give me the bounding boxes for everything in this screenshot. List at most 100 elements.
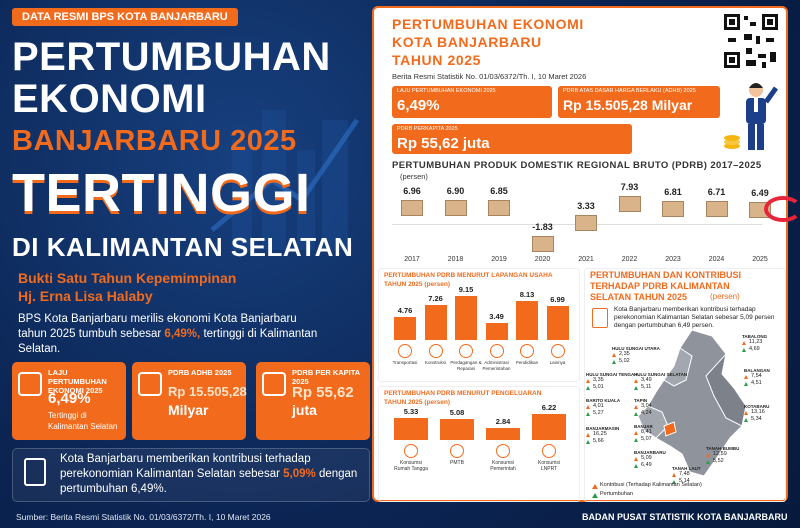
bar bbox=[394, 417, 428, 440]
category-label: Lainnya bbox=[549, 360, 566, 365]
category-icon bbox=[550, 344, 565, 358]
growth-box bbox=[575, 214, 597, 231]
map-title: SELATAN TAHUN 2025 bbox=[590, 292, 688, 302]
growth-marker bbox=[634, 438, 638, 442]
stat-card bbox=[132, 362, 246, 440]
category-label: Konstruksi bbox=[424, 360, 446, 365]
contribution-marker bbox=[586, 379, 590, 383]
stat-value: Rp 15.505,28 bbox=[168, 384, 247, 399]
year-label: 2019 bbox=[491, 256, 507, 263]
panel bbox=[378, 268, 580, 382]
value-label: 6.71 bbox=[707, 187, 726, 197]
tagline: Bukti Satu Tahun Kepemimpinan bbox=[18, 270, 237, 286]
region-name: KOTABARU bbox=[744, 404, 770, 409]
stat-box-value: 6,49% bbox=[397, 97, 440, 114]
chart-unit: (persen) bbox=[400, 172, 428, 181]
growth-marker bbox=[586, 386, 590, 390]
year-label: 2023 bbox=[665, 256, 681, 263]
value-label: 2.84 bbox=[495, 417, 511, 427]
region-contribution: 2,35 bbox=[619, 351, 630, 357]
growth-marker bbox=[612, 360, 616, 364]
category-icon bbox=[398, 344, 412, 358]
headline-line: DI KALIMANTAN SELATAN bbox=[12, 232, 354, 262]
contribution-marker bbox=[634, 379, 638, 383]
value-label: 7.26 bbox=[428, 294, 443, 304]
panel-title: TAHUN 2025 (persen) bbox=[384, 399, 450, 406]
note-box bbox=[12, 448, 370, 502]
stat-label: PDRB ADHB 2025 bbox=[168, 368, 232, 377]
value-label: 3.49 bbox=[489, 312, 504, 322]
region-name: HULU SUNGAI UTARA bbox=[612, 346, 660, 351]
legend-label: Pertumbuhan bbox=[600, 491, 634, 497]
headline-line: BANJARBARU 2025 bbox=[12, 125, 297, 157]
map-title: PERTUMBUHAN DAN KONTRIBUSI bbox=[590, 270, 741, 280]
year-label: 2024 bbox=[708, 256, 725, 263]
category-label: Transportasi bbox=[392, 360, 418, 365]
value-label: 6.81 bbox=[664, 186, 682, 197]
region-growth: 5,07 bbox=[641, 436, 652, 442]
legend-marker bbox=[592, 493, 598, 498]
category-icon bbox=[404, 444, 418, 458]
skyline-background bbox=[210, 110, 360, 250]
note-text: Kota Banjarbaru memberikan kontribusi te… bbox=[60, 452, 360, 497]
region-contribution: 12,59 bbox=[713, 451, 727, 457]
growth-marker bbox=[634, 412, 638, 416]
year-label: 2017 bbox=[404, 256, 420, 263]
bar bbox=[486, 428, 520, 440]
bar bbox=[424, 305, 447, 340]
growth-box bbox=[401, 199, 423, 216]
growth-marker bbox=[586, 412, 590, 416]
stat-icon bbox=[18, 372, 42, 396]
intro-paragraph: BPS Kota Banjarbaru merilis ekonomi Kota… bbox=[18, 312, 318, 357]
value-label: 6.96 bbox=[403, 185, 421, 196]
qr-code bbox=[722, 12, 780, 70]
contribution-marker bbox=[634, 405, 638, 409]
region-growth: 5,01 bbox=[593, 384, 604, 390]
region-growth: 5,52 bbox=[713, 458, 724, 464]
region-contribution: 11,23 bbox=[749, 339, 763, 345]
category-label: Konsumsi Rumah Tangga bbox=[394, 460, 428, 472]
bar bbox=[532, 414, 566, 440]
stat-box bbox=[392, 86, 552, 118]
stat-box-value: Rp 55,62 juta bbox=[397, 135, 490, 152]
growth-marker bbox=[634, 464, 638, 468]
south-kalimantan-map bbox=[637, 329, 747, 477]
region-growth: 5,66 bbox=[593, 438, 604, 444]
region-name: BALANGAN bbox=[744, 368, 770, 373]
region-name: TABALONG bbox=[742, 334, 768, 339]
map-title: TERHADAP PDRB KALIMANTAN bbox=[590, 281, 730, 291]
growth-box bbox=[662, 200, 684, 217]
region-contribution: 8,41 bbox=[641, 429, 652, 435]
value-label: 6.90 bbox=[446, 186, 465, 197]
contribution-marker bbox=[742, 341, 746, 345]
legend-marker bbox=[592, 484, 598, 489]
contribution-marker bbox=[612, 353, 616, 357]
region-growth: 4,24 bbox=[641, 410, 652, 416]
growth-marker bbox=[744, 382, 748, 386]
stat-box-value: Rp 15.505,28 Milyar bbox=[563, 97, 693, 113]
stat-card bbox=[12, 362, 126, 440]
category-label: Administrasi Pemerintahan bbox=[482, 360, 511, 371]
region-growth: 4,51 bbox=[751, 380, 762, 386]
contribution-marker bbox=[634, 431, 638, 435]
intro-tail: tertinggi di Kalimantan Selatan. bbox=[18, 328, 318, 355]
region-name: BANJARBARU bbox=[634, 450, 666, 455]
region-contribution: 3,35 bbox=[593, 377, 604, 383]
region-growth: 6,49 bbox=[641, 462, 652, 468]
source: Sumber: Berita Resmi Statistik No. 01/03… bbox=[16, 512, 271, 522]
contribution-marker bbox=[706, 453, 710, 457]
region-contribution: 13,16 bbox=[751, 409, 765, 415]
note-highlight: 5,09% bbox=[283, 468, 316, 480]
report-source: Berita Resmi Statistik No. 01/03/6372/Th… bbox=[392, 72, 587, 81]
region-name: HULU SUNGAI SELATAN bbox=[634, 372, 688, 377]
note-icon bbox=[24, 458, 46, 486]
panel-title: PERTUMBUHAN PDRB MENURUT LAPANGAN USAHA bbox=[384, 272, 553, 279]
value-label: 6.99 bbox=[550, 295, 565, 305]
contribution-marker bbox=[672, 473, 676, 477]
category-icon bbox=[489, 344, 504, 358]
growth-box bbox=[488, 200, 510, 217]
contribution-marker bbox=[586, 405, 590, 409]
panel-title: PERTUMBUHAN PDRB MENURUT PENGELUARAN bbox=[384, 390, 542, 397]
stat-box bbox=[558, 86, 720, 118]
